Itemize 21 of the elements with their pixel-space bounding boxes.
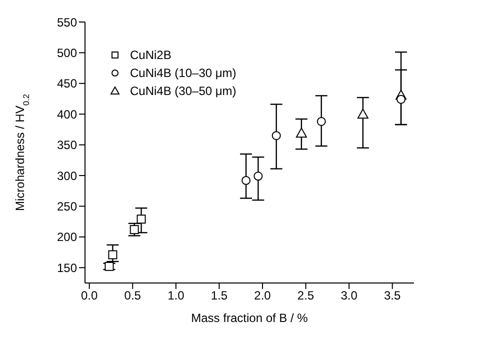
x-axis-title: Mass fraction of B / % [191,311,308,325]
x-tick-label: 1.5 [210,288,228,303]
x-tick-label: 2.0 [254,288,272,303]
y-tick-label: 350 [56,138,78,152]
y-tick-label: 150 [56,260,78,275]
x-tick-label: 3.0 [340,288,358,303]
y-tick-label: 500 [56,46,78,60]
legend-label: CuNi4B (30–50 μm) [130,83,236,100]
legend-label: CuNi2B [130,47,172,64]
x-tick-label: 0.0 [80,288,98,303]
y-tick-label: 400 [56,107,78,122]
y-tick-label: 250 [56,199,78,214]
y-tick-label: 300 [56,168,78,183]
y-tick-label: 550 [56,15,78,30]
x-tick-label: 0.5 [124,288,142,303]
y-tick-label: 200 [56,230,78,244]
legend-label: CuNi4B (10–30 μm) [130,65,236,82]
x-tick-label: 1.0 [168,288,185,303]
x-tick-label: 3.5 [384,288,402,303]
x-tick-label: 2.5 [297,288,314,303]
y-tick-label: 450 [56,76,78,91]
